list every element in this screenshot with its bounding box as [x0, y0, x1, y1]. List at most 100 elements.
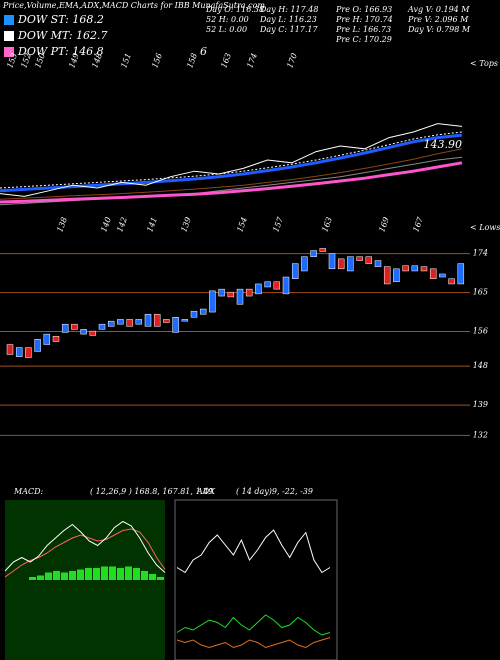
macd-bar — [117, 568, 124, 580]
candle — [107, 320, 115, 327]
macd-bar — [149, 574, 156, 580]
y-tick-label: 132 — [473, 430, 488, 439]
candle — [209, 290, 216, 313]
candle — [264, 281, 271, 288]
stat: Pre V: 2.096 M — [407, 15, 469, 24]
macd-bar — [101, 566, 108, 580]
candle — [190, 310, 198, 318]
candle — [34, 339, 41, 352]
candle — [25, 347, 32, 358]
macd-params: ( 12,26,9 ) 168.8, 167.81, 1.49 — [90, 487, 213, 496]
macd-bar — [77, 569, 84, 580]
low-label: 138 — [55, 216, 69, 233]
top-label: 163 — [219, 52, 233, 69]
candle — [163, 319, 170, 323]
series-line — [176, 614, 331, 636]
candle — [420, 266, 428, 272]
low-label: 167 — [411, 215, 425, 233]
candle — [402, 265, 409, 272]
candle — [181, 319, 189, 322]
legend-extra: 6 — [200, 45, 207, 58]
tops-label: < Tops — [470, 59, 498, 68]
low-label: 142 — [115, 216, 129, 233]
legend-swatch — [4, 47, 14, 57]
legend-label: DOW PT: 146.8 — [17, 45, 104, 58]
candle — [301, 256, 308, 272]
low-label: 141 — [145, 216, 159, 233]
candle — [245, 288, 253, 297]
series-line — [0, 148, 463, 200]
candle — [383, 266, 391, 285]
series-line — [176, 637, 331, 649]
top-label: 158 — [185, 52, 199, 69]
candle — [80, 329, 87, 335]
candle — [52, 336, 60, 342]
stat: Day C: 117.17 — [259, 25, 319, 34]
legend-swatch — [4, 31, 14, 41]
candle — [439, 273, 446, 278]
macd-bar — [61, 572, 68, 580]
candle — [6, 344, 14, 355]
candle — [43, 333, 51, 345]
candle — [255, 283, 262, 295]
candle — [135, 319, 143, 325]
candle — [126, 319, 133, 327]
legend-label: DOW MT: 162.7 — [17, 29, 108, 42]
macd-label: MACD: — [13, 487, 44, 496]
y-tick-label: 165 — [473, 288, 488, 297]
top-label: 151 — [119, 52, 133, 69]
low-label: 163 — [320, 216, 334, 233]
candle — [429, 268, 437, 279]
macd-bar — [157, 577, 164, 580]
macd-bar — [29, 577, 36, 580]
candle — [328, 253, 336, 270]
adx-params: ( 14 day)9, -22, -39 — [236, 487, 313, 496]
panel-bg — [174, 499, 338, 660]
candle — [448, 278, 455, 285]
candle — [15, 347, 23, 357]
low-label: 157 — [271, 215, 285, 233]
macd-bar — [85, 568, 92, 580]
macd-bar — [37, 575, 44, 580]
macd-bar — [45, 572, 52, 580]
candle — [236, 288, 244, 305]
top-label: 170 — [285, 52, 299, 69]
stat: 52 H: 0.00 — [206, 15, 249, 24]
candle — [282, 276, 290, 295]
y-tick-label: 156 — [473, 327, 488, 336]
macd-bar — [109, 566, 116, 580]
candle — [172, 317, 179, 333]
stat: Day O: 116.38 — [205, 5, 264, 14]
macd-bar — [93, 568, 100, 580]
stat: Pre L: 166.73 — [335, 25, 391, 34]
stat: Day V: 0.798 M — [407, 25, 471, 34]
candle — [365, 256, 373, 264]
candle — [144, 313, 152, 327]
macd-bar — [141, 571, 148, 580]
candle — [347, 256, 354, 272]
series-line — [176, 529, 331, 574]
macd-bar — [133, 568, 140, 580]
candle — [61, 323, 69, 333]
stat: Day H: 117.48 — [259, 5, 318, 14]
stat: Day L: 116.23 — [259, 15, 317, 24]
candle — [227, 291, 235, 298]
page-title: Price,Volume,EMA,ADX,MACD Charts for IBB… — [2, 1, 265, 10]
candle — [153, 313, 161, 327]
series-line — [0, 156, 463, 206]
y-tick-label: 174 — [473, 249, 488, 258]
legend-swatch — [4, 15, 14, 25]
macd-bar — [69, 571, 76, 580]
price-label: 143.90 — [424, 138, 463, 151]
legend-label: DOW ST: 168.2 — [17, 13, 104, 26]
candle — [273, 281, 281, 290]
candle — [71, 323, 78, 330]
y-tick-label: 148 — [473, 361, 488, 370]
candle — [310, 250, 317, 257]
series-line — [0, 161, 463, 204]
adx-label: ADX — [196, 487, 215, 496]
candle — [457, 263, 465, 285]
candle — [98, 323, 106, 330]
stat: Avg V: 0.194 M — [407, 5, 470, 14]
